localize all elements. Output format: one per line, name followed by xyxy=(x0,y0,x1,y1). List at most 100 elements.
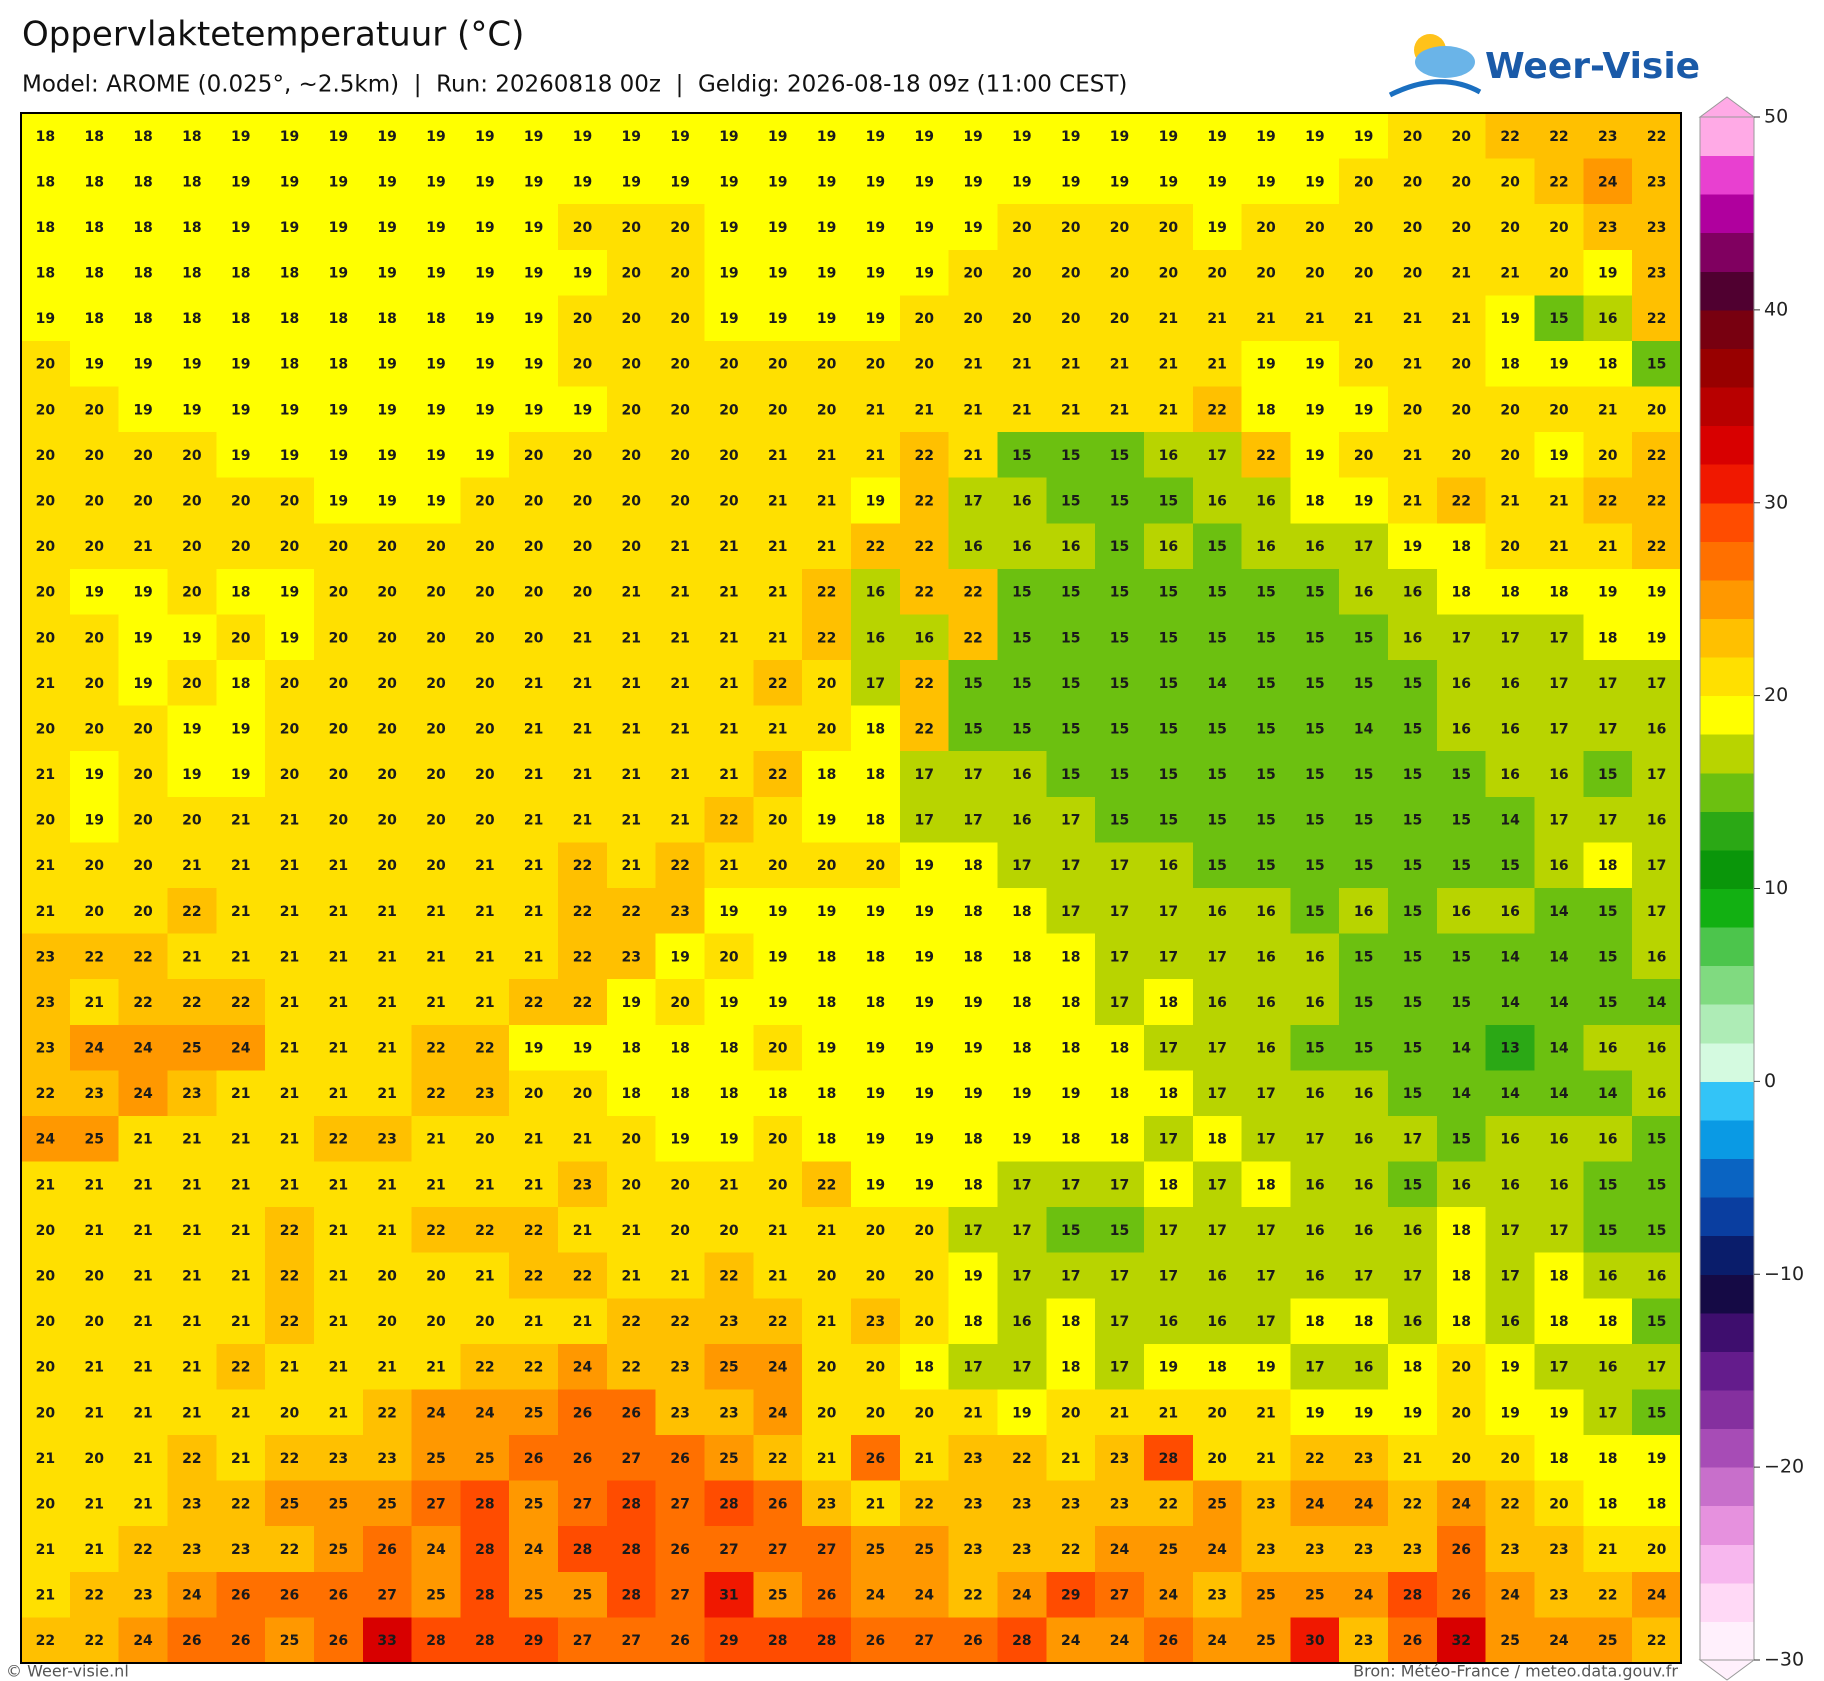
temperature-label: 18 xyxy=(84,129,103,145)
temperature-label: 19 xyxy=(133,357,152,373)
temperature-label: 19 xyxy=(670,1132,689,1148)
temperature-cell xyxy=(69,842,120,889)
temperature-cell xyxy=(1046,386,1096,433)
temperature-cell xyxy=(509,386,559,433)
temperature-cell xyxy=(167,842,217,889)
temperature-label: 22 xyxy=(1500,1496,1519,1512)
temperature-label: 18 xyxy=(1061,1360,1080,1376)
temperature-label: 18 xyxy=(182,174,201,190)
temperature-cell xyxy=(851,842,901,889)
temperature-label: 21 xyxy=(817,539,836,555)
temperature-label: 22 xyxy=(1452,494,1471,510)
temperature-label: 19 xyxy=(963,995,982,1011)
temperature-label: 23 xyxy=(1647,220,1666,236)
temperature-label: 25 xyxy=(768,1588,787,1604)
temperature-label: 21 xyxy=(524,1132,543,1148)
temperature-label: 23 xyxy=(182,1542,201,1558)
temperature-cell xyxy=(216,751,266,798)
temperature-label: 18 xyxy=(1012,904,1031,920)
temperature-label: 19 xyxy=(426,402,445,418)
temperature-cell xyxy=(216,386,266,433)
temperature-label: 21 xyxy=(670,1269,689,1285)
temperature-label: 19 xyxy=(963,1269,982,1285)
temperature-label: 22 xyxy=(719,1269,738,1285)
temperature-label: 26 xyxy=(1403,1633,1422,1649)
temperature-cell xyxy=(997,386,1047,433)
temperature-cell xyxy=(1290,113,1340,160)
temperature-label: 15 xyxy=(1598,767,1617,783)
temperature-label: 15 xyxy=(1598,1177,1617,1193)
temperature-cell xyxy=(948,477,998,524)
temperature-cell xyxy=(265,568,315,615)
colorbar-segment xyxy=(1700,888,1754,928)
temperature-label: 20 xyxy=(1012,266,1032,282)
temperature-cell xyxy=(411,796,461,843)
temperature-cell xyxy=(362,477,413,524)
temperature-cell xyxy=(69,614,120,661)
temperature-label: 20 xyxy=(622,1177,642,1193)
temperature-label: 20 xyxy=(1452,1451,1472,1467)
temperature-label: 17 xyxy=(1647,858,1666,874)
temperature-label: 21 xyxy=(1598,1542,1617,1558)
temperature-label: 20 xyxy=(524,585,544,601)
temperature-label: 21 xyxy=(817,1223,836,1239)
temperature-label: 19 xyxy=(84,357,103,373)
temperature-label: 21 xyxy=(36,858,55,874)
temperature-cell xyxy=(167,340,217,388)
temperature-label: 19 xyxy=(1598,585,1617,601)
temperature-cell xyxy=(1632,751,1682,798)
temperature-label: 19 xyxy=(377,357,396,373)
temperature-label: 16 xyxy=(1549,1177,1568,1193)
temperature-label: 17 xyxy=(1305,1360,1324,1376)
temperature-cell xyxy=(1583,568,1633,615)
temperature-cell xyxy=(1192,204,1243,251)
temperature-cell xyxy=(362,113,413,160)
temperature-cell xyxy=(1485,158,1536,205)
temperature-cell xyxy=(118,705,168,752)
temperature-label: 22 xyxy=(133,995,152,1011)
temperature-label: 25 xyxy=(1598,1633,1617,1649)
temperature-cell xyxy=(509,249,559,296)
temperature-label: 19 xyxy=(719,220,738,236)
temperature-label: 23 xyxy=(1549,1542,1568,1558)
temperature-cell xyxy=(753,158,803,205)
temperature-cell xyxy=(1534,295,1584,342)
temperature-label: 17 xyxy=(1354,539,1373,555)
temperature-cell xyxy=(1046,340,1096,388)
temperature-cell xyxy=(1436,432,1487,479)
temperature-label: 26 xyxy=(866,1451,885,1467)
temperature-cell xyxy=(1143,158,1194,205)
temperature-label: 16 xyxy=(1354,1360,1373,1376)
temperature-label: 22 xyxy=(231,1496,250,1512)
temperature-label: 24 xyxy=(475,1405,495,1421)
temperature-label: 21 xyxy=(817,1314,836,1330)
temperature-label: 21 xyxy=(963,402,982,418)
temperature-label: 20 xyxy=(1207,1451,1227,1467)
temperature-label: 19 xyxy=(426,448,445,464)
temperature-label: 21 xyxy=(524,949,543,965)
temperature-label: 20 xyxy=(36,402,56,418)
temperature-cell xyxy=(1095,477,1145,524)
temperature-label: 22 xyxy=(670,1314,689,1330)
temperature-label: 18 xyxy=(817,1086,836,1102)
temperature-label: 15 xyxy=(1012,721,1031,737)
temperature-cell xyxy=(1388,249,1438,296)
temperature-label: 15 xyxy=(1403,949,1422,965)
temperature-cell xyxy=(802,204,852,251)
temperature-label: 16 xyxy=(1647,813,1666,829)
temperature-label: 19 xyxy=(524,402,543,418)
temperature-label: 15 xyxy=(1452,1132,1471,1148)
temperature-label: 24 xyxy=(1354,1496,1374,1512)
temperature-label: 20 xyxy=(475,721,495,737)
temperature-cell xyxy=(997,204,1047,251)
temperature-label: 16 xyxy=(1159,1314,1178,1330)
temperature-cell xyxy=(1290,432,1340,479)
temperature-label: 15 xyxy=(1647,1132,1666,1148)
temperature-label: 15 xyxy=(1207,767,1226,783)
temperature-label: 15 xyxy=(963,676,982,692)
temperature-label: 18 xyxy=(1354,1314,1373,1330)
temperature-label: 26 xyxy=(231,1588,250,1604)
temperature-label: 20 xyxy=(719,402,739,418)
temperature-label: 22 xyxy=(817,1177,836,1193)
temperature-label: 18 xyxy=(36,220,55,236)
